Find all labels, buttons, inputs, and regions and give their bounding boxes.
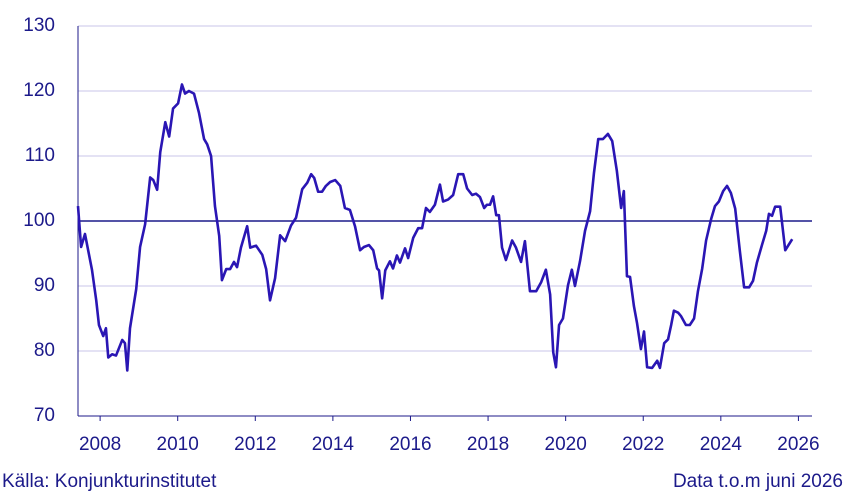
x-tick-label: 2010 [157, 434, 199, 455]
source: Källa: Konjunkturinstitutet [2, 471, 217, 492]
series-line [76, 83, 794, 372]
y-tick-label: 80 [34, 340, 55, 361]
note: Data t.o.m juni 2026 [673, 471, 843, 492]
y-tick-label: 110 [25, 145, 55, 166]
x-tick-label: 2014 [312, 434, 355, 455]
y-tick-label: 120 [23, 80, 55, 101]
x-tick-label: 2018 [467, 434, 509, 455]
x-tick-label: 2022 [622, 434, 664, 455]
y-tick-label: 130 [23, 15, 55, 36]
x-tick-label: 2026 [777, 434, 819, 455]
x-tick-label: 2008 [79, 434, 121, 455]
x-tick-label: 2020 [545, 434, 587, 455]
x-tick-label: 2016 [389, 434, 431, 455]
y-tick-label: 70 [34, 405, 55, 426]
y-tick-label: 90 [34, 275, 55, 296]
x-tick-label: 2024 [700, 434, 743, 455]
y-tick-label: 100 [23, 210, 55, 231]
x-tick-label: 2012 [234, 434, 276, 455]
